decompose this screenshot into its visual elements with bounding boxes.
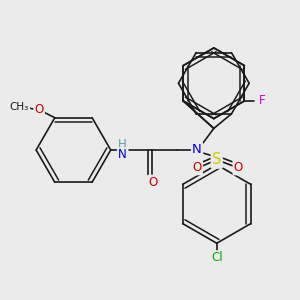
Text: N: N: [192, 143, 202, 157]
Text: O: O: [34, 103, 44, 116]
Text: N: N: [118, 148, 127, 161]
Text: O: O: [234, 161, 243, 174]
Text: O: O: [148, 176, 158, 189]
Text: S: S: [212, 152, 221, 167]
Text: O: O: [193, 161, 202, 174]
Text: CH₃: CH₃: [10, 102, 29, 112]
Text: F: F: [259, 94, 266, 107]
Text: Cl: Cl: [211, 251, 223, 265]
Text: H: H: [118, 138, 127, 151]
